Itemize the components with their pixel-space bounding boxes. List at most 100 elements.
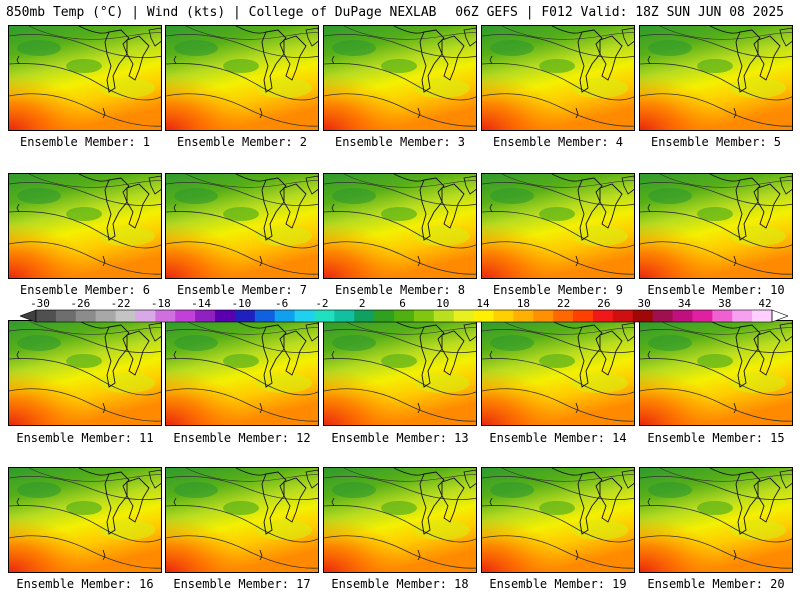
ensemble-map-panel <box>481 173 635 279</box>
colorbar-tick-label: -6 <box>275 297 289 310</box>
colorbar-tick-label: 34 <box>677 297 692 310</box>
colorbar-swatch <box>513 310 534 322</box>
ensemble-member-label: Ensemble Member: 10 <box>647 283 785 297</box>
colorbar-swatch <box>533 310 554 322</box>
colorbar-swatch <box>413 310 435 322</box>
temperature-map <box>482 321 634 425</box>
ensemble-map-panel <box>639 25 793 131</box>
colorbar-swatch <box>95 310 117 322</box>
colorbar-swatch <box>354 310 375 322</box>
colorbar-tick-label: 30 <box>637 297 651 310</box>
ensemble-map-panel <box>481 320 635 426</box>
colorbar-swatch <box>294 310 315 322</box>
ensemble-member-label: Ensemble Member: 17 <box>173 577 311 591</box>
temperature-map <box>640 468 792 572</box>
colorbar-swatch <box>254 310 276 322</box>
colorbar-swatch <box>234 310 256 322</box>
colorbar-tick-label: -30 <box>30 297 50 310</box>
ensemble-member-label: Ensemble Member: 16 <box>16 577 154 591</box>
temperature-map <box>9 174 161 278</box>
colorbar-swatch <box>652 310 674 322</box>
colorbar-swatch <box>155 310 176 322</box>
ensemble-map-panel <box>165 320 319 426</box>
temperature-map <box>324 321 476 425</box>
ensemble-member-label: Ensemble Member: 14 <box>489 431 627 445</box>
temperature-map <box>166 321 318 425</box>
colorbar-swatch <box>314 310 335 322</box>
colorbar-tick-label: 26 <box>597 297 611 310</box>
ensemble-member-label: Ensemble Member: 9 <box>492 283 624 297</box>
colorbar-swatch <box>175 310 196 322</box>
ensemble-map-panel <box>165 25 319 131</box>
ensemble-map-panel <box>323 25 477 131</box>
colorbar-tick-label: -14 <box>191 297 212 310</box>
colorbar-tick-label: 42 <box>758 297 772 310</box>
ensemble-map-panel <box>323 467 477 573</box>
colorbar-swatch <box>374 310 395 322</box>
temperature-map <box>482 468 634 572</box>
ensemble-map-panel <box>165 467 319 573</box>
colorbar-tick-label: -10 <box>231 297 252 310</box>
ensemble-member-label: Ensemble Member: 8 <box>334 283 466 297</box>
colorbar-tick-label: 10 <box>436 297 450 310</box>
colorbar-max-arrow <box>771 309 788 323</box>
colorbar-min-arrow <box>20 309 37 323</box>
temperature-map <box>324 174 476 278</box>
ensemble-member-label: Ensemble Member: 6 <box>19 283 151 297</box>
colorbar-swatch <box>672 310 693 322</box>
ensemble-member-label: Ensemble Member: 19 <box>489 577 627 591</box>
ensemble-member-label: Ensemble Member: 3 <box>334 135 466 149</box>
colorbar-tick-label: -26 <box>70 297 91 310</box>
colorbar-tick-label: 38 <box>718 297 732 310</box>
ensemble-map-panel <box>639 320 793 426</box>
colorbar-tick-label: -2 <box>315 297 329 310</box>
ensemble-member-label: Ensemble Member: 5 <box>650 135 782 149</box>
colorbar-swatch <box>215 310 236 322</box>
ensemble-map-panel <box>481 25 635 131</box>
colorbar-swatch <box>712 310 733 322</box>
ensemble-member-label: Ensemble Member: 11 <box>16 431 154 445</box>
ensemble-map-panel <box>165 173 319 279</box>
ensemble-map-panel <box>323 173 477 279</box>
colorbar-swatch <box>553 310 574 322</box>
colorbar-swatch <box>732 310 753 322</box>
ensemble-map-panel <box>8 25 162 131</box>
ensemble-member-label: Ensemble Member: 7 <box>176 283 308 297</box>
temperature-map <box>166 26 318 130</box>
colorbar-tick-label: 2 <box>358 297 366 310</box>
temperature-map <box>166 468 318 572</box>
ensemble-map-panel <box>481 467 635 573</box>
colorbar-swatch <box>135 310 156 322</box>
colorbar-tick-label: 6 <box>399 297 406 310</box>
temperature-map <box>482 26 634 130</box>
ensemble-member-label: Ensemble Member: 1 <box>19 135 151 149</box>
ensemble-member-label: Ensemble Member: 13 <box>331 431 469 445</box>
ensemble-member-label: Ensemble Member: 18 <box>331 577 469 591</box>
temperature-map <box>9 321 161 425</box>
temperature-map <box>9 468 161 572</box>
colorbar-swatch <box>195 310 216 322</box>
colorbar-swatch <box>334 310 355 322</box>
ensemble-member-label: Ensemble Member: 2 <box>176 135 308 149</box>
colorbar-swatch <box>573 310 594 322</box>
colorbar-swatch <box>433 310 455 322</box>
colorbar-swatch <box>394 310 415 322</box>
colorbar-tick-label: -22 <box>110 297 131 310</box>
colorbar-swatch <box>692 310 713 322</box>
colorbar-swatch <box>274 310 296 322</box>
model-run-info: 06Z GEFS | F012 Valid: 18Z SUN JUN 08 20… <box>455 5 784 20</box>
temperature-map <box>640 26 792 130</box>
colorbar-swatch <box>493 310 514 322</box>
colorbar-swatch <box>115 310 136 322</box>
ensemble-map-panel <box>8 320 162 426</box>
colorbar-swatch <box>36 310 57 322</box>
ensemble-member-label: Ensemble Member: 15 <box>647 431 785 445</box>
temperature-map <box>324 26 476 130</box>
ensemble-map-panel <box>323 320 477 426</box>
ensemble-map-panel <box>639 173 793 279</box>
ensemble-map-panel <box>8 467 162 573</box>
colorbar-swatch <box>453 310 475 322</box>
temperature-map <box>640 321 792 425</box>
ensemble-member-label: Ensemble Member: 12 <box>173 431 311 445</box>
colorbar-swatch <box>612 310 634 322</box>
